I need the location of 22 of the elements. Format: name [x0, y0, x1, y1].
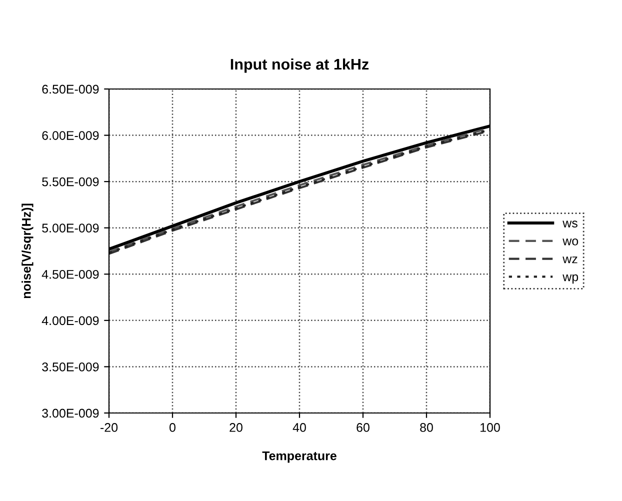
- x-tick-label: 60: [356, 423, 370, 432]
- legend-label: wo: [562, 238, 578, 246]
- y-tick-label: 3.50E-009: [42, 362, 99, 372]
- x-tick-label: -20: [100, 423, 118, 432]
- x-tick-label: 100: [480, 423, 500, 432]
- y-tick-label: 3.00E-009: [42, 408, 99, 418]
- y-tick-label: 4.50E-009: [42, 270, 99, 279]
- legend-label: wz: [562, 256, 578, 264]
- y-tick-label: 5.00E-009: [42, 224, 99, 233]
- x-tick-label: 80: [420, 423, 433, 432]
- y-axis-title: noise[V/sqr(Hz)]: [22, 204, 34, 298]
- y-tick-label: 4.00E-009: [42, 316, 99, 326]
- legend-label: wp: [562, 274, 578, 284]
- x-axis-title: Temperature: [262, 452, 336, 463]
- y-tick-label: 6.00E-009: [42, 131, 99, 140]
- x-tick-label: 20: [230, 423, 242, 432]
- chart-title: Input noise at 1kHz: [230, 58, 369, 73]
- x-tick-label: 40: [292, 423, 306, 432]
- x-tick-label: 0: [170, 423, 176, 432]
- y-tick-label: 5.50E-009: [42, 177, 99, 186]
- y-tick-label: 6.50E-009: [42, 84, 99, 94]
- legend-label: ws: [562, 220, 578, 228]
